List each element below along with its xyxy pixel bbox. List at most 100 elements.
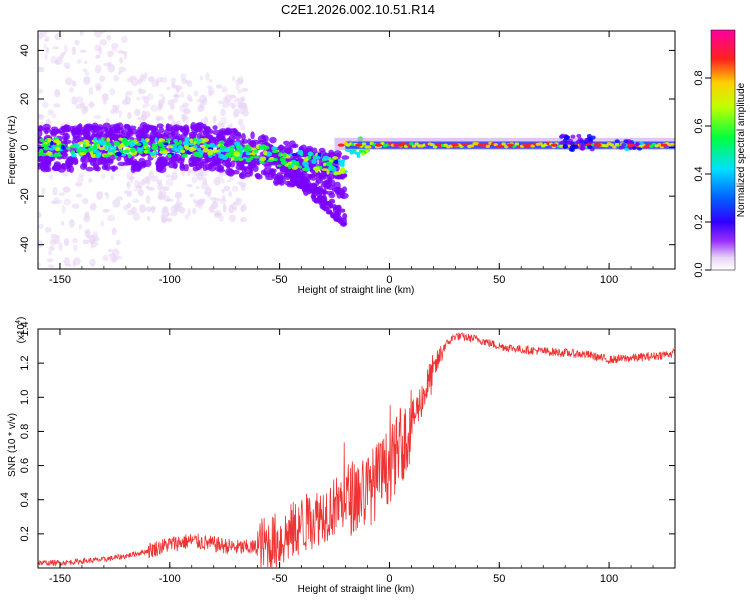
spectrogram-cell (38, 114, 45, 120)
spectrogram-cell (89, 258, 96, 266)
spectrogram-cell (119, 57, 124, 64)
spectrogram-cell (75, 129, 85, 135)
spectrogram-cell (233, 97, 240, 103)
spectrogram-cell (221, 86, 228, 93)
spectrogram-cell (207, 149, 213, 153)
spectrogram-cell (232, 75, 236, 81)
spectrogram-cell (411, 144, 417, 148)
spectrogram-cell (54, 139, 60, 143)
spectrogram-cell (237, 118, 244, 126)
spectrogram-cell (126, 132, 131, 139)
spectrogram-cell (209, 78, 213, 83)
spectrogram-cell (109, 88, 116, 96)
spectrogram-cell (189, 133, 197, 139)
spectrogram-frame (37, 30, 676, 270)
spectrogram-cell (234, 108, 240, 118)
spectrogram-cell (98, 146, 102, 150)
snr-frame (37, 328, 676, 569)
spectrogram-cell (326, 173, 335, 180)
colorbar-gradient (711, 30, 735, 270)
spectrogram-cell (114, 255, 122, 260)
spectrogram-cell (80, 156, 86, 163)
spectrogram-cell (239, 102, 247, 109)
spectrogram-cell (104, 145, 108, 151)
spectrogram-cell (151, 143, 158, 147)
spectrogram-cell (333, 159, 339, 164)
spectrogram-cell (105, 159, 114, 165)
spectrogram-cell (87, 155, 93, 162)
snr-xlabel: Height of straight line (km) (298, 584, 415, 595)
spectrogram-cell (627, 140, 633, 145)
spectrogram-cell (300, 144, 307, 151)
spectrogram-cell (54, 33, 63, 41)
spectrogram-cell (340, 167, 346, 172)
spectrogram-cell (213, 139, 219, 144)
spectrogram-cell (183, 164, 189, 172)
spectrogram-cell (48, 174, 54, 180)
spectrogram-cell (234, 141, 241, 147)
spectrogram-cell (221, 178, 225, 184)
spectrogram-cell (273, 180, 283, 185)
spectrogram-cell (193, 137, 198, 142)
spectrogram-cell (96, 151, 101, 158)
spectrogram-cell (87, 147, 92, 153)
spectrogram-cell (60, 144, 65, 150)
spectrogram-cell (179, 91, 185, 98)
spectrogram-cell (570, 134, 576, 139)
spectrogram-cell (271, 168, 277, 173)
spectrogram-cell (636, 147, 642, 151)
spectrogram-cell (52, 103, 61, 108)
spectrogram-cell (238, 156, 243, 161)
snr-xtick-label: 50 (493, 573, 505, 585)
spectrogram-cell (569, 144, 575, 149)
spectrogram-cell (229, 94, 237, 99)
spectrogram-cell (82, 130, 91, 138)
spectrogram-cell (61, 172, 69, 177)
spectrogram-cell (627, 143, 635, 147)
snr-xtick-label: 100 (600, 573, 618, 585)
spectrogram-cell (94, 44, 102, 52)
spectrogram-cell (514, 142, 520, 146)
spectrogram-cell (143, 96, 150, 104)
spectrogram-cell (220, 116, 227, 126)
spectrogram-cell (174, 191, 183, 199)
spectrogram-cell (193, 151, 200, 157)
spectrogram-cell (150, 152, 156, 157)
spectrogram-xtick-label: 0 (386, 274, 392, 286)
spectrogram-cell (44, 156, 50, 165)
spectrogram-cell (149, 125, 158, 132)
spectrogram-cell (163, 128, 171, 136)
spectrogram-cell (233, 156, 239, 162)
spectrogram-cell (38, 262, 41, 268)
spectrogram-cell (335, 171, 342, 175)
spectrogram-cell (47, 109, 54, 115)
spectrogram-xtick-label: 50 (493, 274, 505, 286)
spectrogram-cell (82, 143, 86, 149)
spectrogram-cell (276, 164, 282, 167)
spectrogram-cell (104, 131, 112, 138)
spectrogram-cell (223, 185, 231, 191)
spectrogram-cell (233, 201, 239, 206)
spectrogram-cell (99, 75, 106, 83)
spectrogram-cell (594, 143, 602, 147)
spectrogram-cell (42, 123, 51, 131)
spectrogram-cell (165, 174, 172, 178)
spectrogram-cell (301, 167, 309, 171)
colorbar: 0.0 0.2 0.4 0.6 0.8 Normalized spectral ampl… (693, 29, 747, 278)
spectrogram-cell (88, 87, 94, 96)
spectrogram-cell (129, 175, 134, 184)
spectrogram-cell (123, 190, 132, 195)
spectrogram-xtick-label: -150 (49, 274, 71, 286)
spectrogram-cell (167, 145, 174, 149)
spectrogram-cell (88, 177, 93, 183)
spectrogram-cell (588, 137, 594, 142)
spectrogram-cell (144, 103, 151, 107)
spectrogram-cell (137, 116, 141, 121)
spectrogram-cell (150, 175, 159, 182)
spectrogram-cell (298, 165, 302, 169)
spectrogram-cell (100, 220, 105, 227)
colorbar-frame (710, 29, 736, 271)
spectrogram-cell (128, 142, 135, 148)
spectrogram-cell (95, 84, 102, 92)
spectrogram-cell (150, 104, 159, 113)
